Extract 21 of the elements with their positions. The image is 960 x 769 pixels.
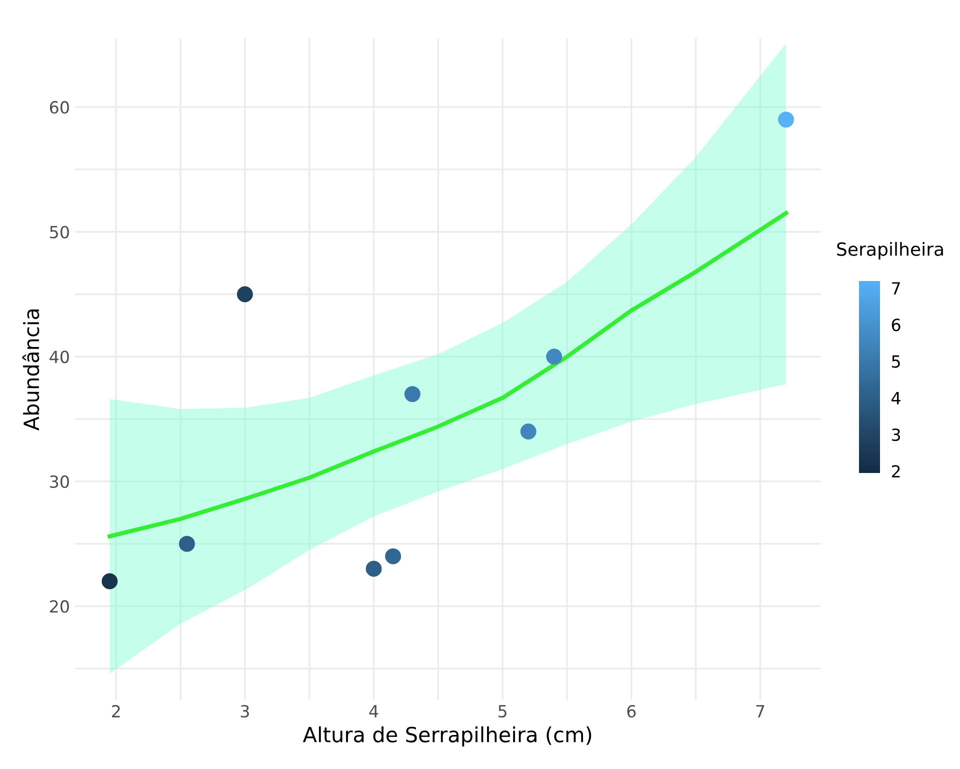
color-bar-label: 4 [892,392,900,404]
x-tick-label: 3 [240,704,249,718]
color-bar-title: Serapilheira [837,242,943,260]
x-tick-label: 2 [112,704,120,718]
color-bar-label: 3 [892,428,900,442]
x-tick-label: 7 [756,705,764,718]
line-series [108,211,788,538]
color-bar-label: 5 [892,355,900,368]
color-bar-label: 7 [892,282,900,294]
y-tick-label: 50 [50,226,69,238]
y-tick-label: 60 [50,101,69,114]
y-axis-title: Abundância [22,309,40,430]
x-tick-label: 6 [627,704,636,718]
color-bar-label: 2 [892,465,900,478]
color-bar-label: 6 [892,318,900,332]
x-axis-title: Altura de Serrapilheira (cm) [302,726,592,746]
x-tick-label: 5 [498,705,506,718]
x-tick-label: 4 [369,705,378,718]
y-tick-label: 30 [50,475,69,488]
y-tick-label: 40 [50,350,69,364]
y-tick-label: 20 [50,600,69,613]
